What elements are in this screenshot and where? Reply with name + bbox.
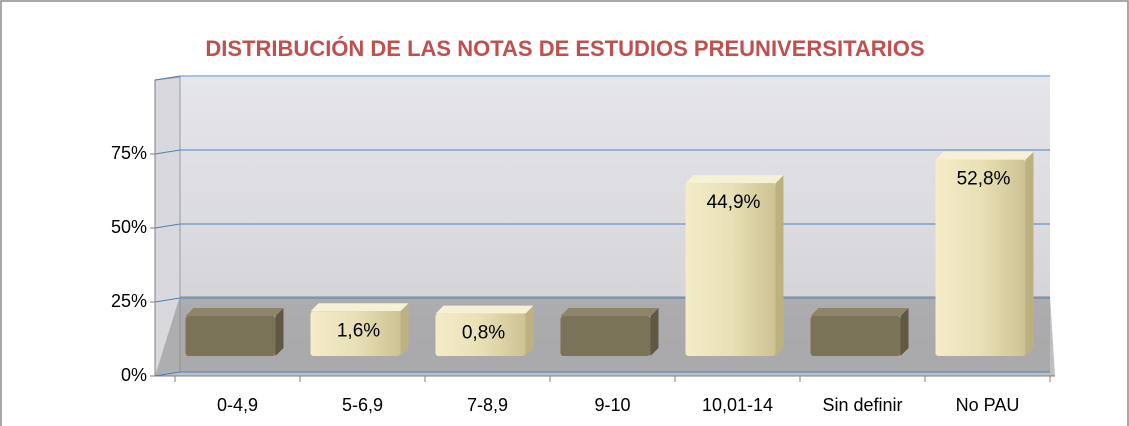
bar-top bbox=[560, 308, 659, 316]
x-tick-label: Sin definir bbox=[822, 395, 902, 415]
bar-top bbox=[935, 151, 1034, 160]
bar bbox=[935, 159, 1026, 356]
x-tick-label: 0-4,9 bbox=[217, 395, 258, 415]
grid-line bbox=[154, 223, 181, 229]
bar-side bbox=[775, 175, 784, 356]
chart-title: DISTRIBUCIÓN DE LAS NOTAS DE ESTUDIOS PR… bbox=[205, 36, 924, 61]
value-label: 52,8% bbox=[957, 169, 1011, 190]
bar-top bbox=[435, 305, 534, 314]
y-tick-label: 50% bbox=[111, 217, 147, 237]
value-label: 1,6% bbox=[337, 320, 380, 341]
bar-top bbox=[310, 303, 409, 312]
bar-side bbox=[1025, 151, 1034, 356]
bar-top bbox=[685, 175, 784, 184]
x-tick-label: No PAU bbox=[956, 395, 1020, 415]
x-tick-label: 9-10 bbox=[594, 395, 630, 415]
bar bbox=[310, 311, 401, 356]
x-tick-label: 5-6,9 bbox=[342, 395, 383, 415]
value-label: 44,9% bbox=[707, 192, 761, 213]
bar-side bbox=[650, 308, 659, 356]
value-label: 0,8% bbox=[462, 323, 505, 344]
bar bbox=[560, 316, 651, 356]
bar-top bbox=[810, 308, 909, 316]
grid-line bbox=[154, 75, 181, 81]
bar-top bbox=[185, 308, 284, 316]
grid-line bbox=[154, 297, 181, 303]
y-tick-label: 0% bbox=[121, 365, 147, 385]
bar-side bbox=[275, 308, 284, 356]
grid-line bbox=[154, 149, 181, 155]
grid-line bbox=[154, 371, 181, 377]
y-tick-label: 25% bbox=[111, 291, 147, 311]
bar-side bbox=[400, 303, 409, 356]
bar bbox=[185, 316, 276, 356]
y-tick-label: 75% bbox=[111, 143, 147, 163]
bar bbox=[810, 316, 901, 356]
x-tick-label: 7-8,9 bbox=[467, 395, 508, 415]
bar bbox=[435, 313, 526, 356]
x-tick-label: 10,01-14 bbox=[702, 395, 773, 415]
bar bbox=[685, 183, 776, 356]
bar-side bbox=[525, 305, 534, 356]
bar-side bbox=[900, 308, 909, 356]
